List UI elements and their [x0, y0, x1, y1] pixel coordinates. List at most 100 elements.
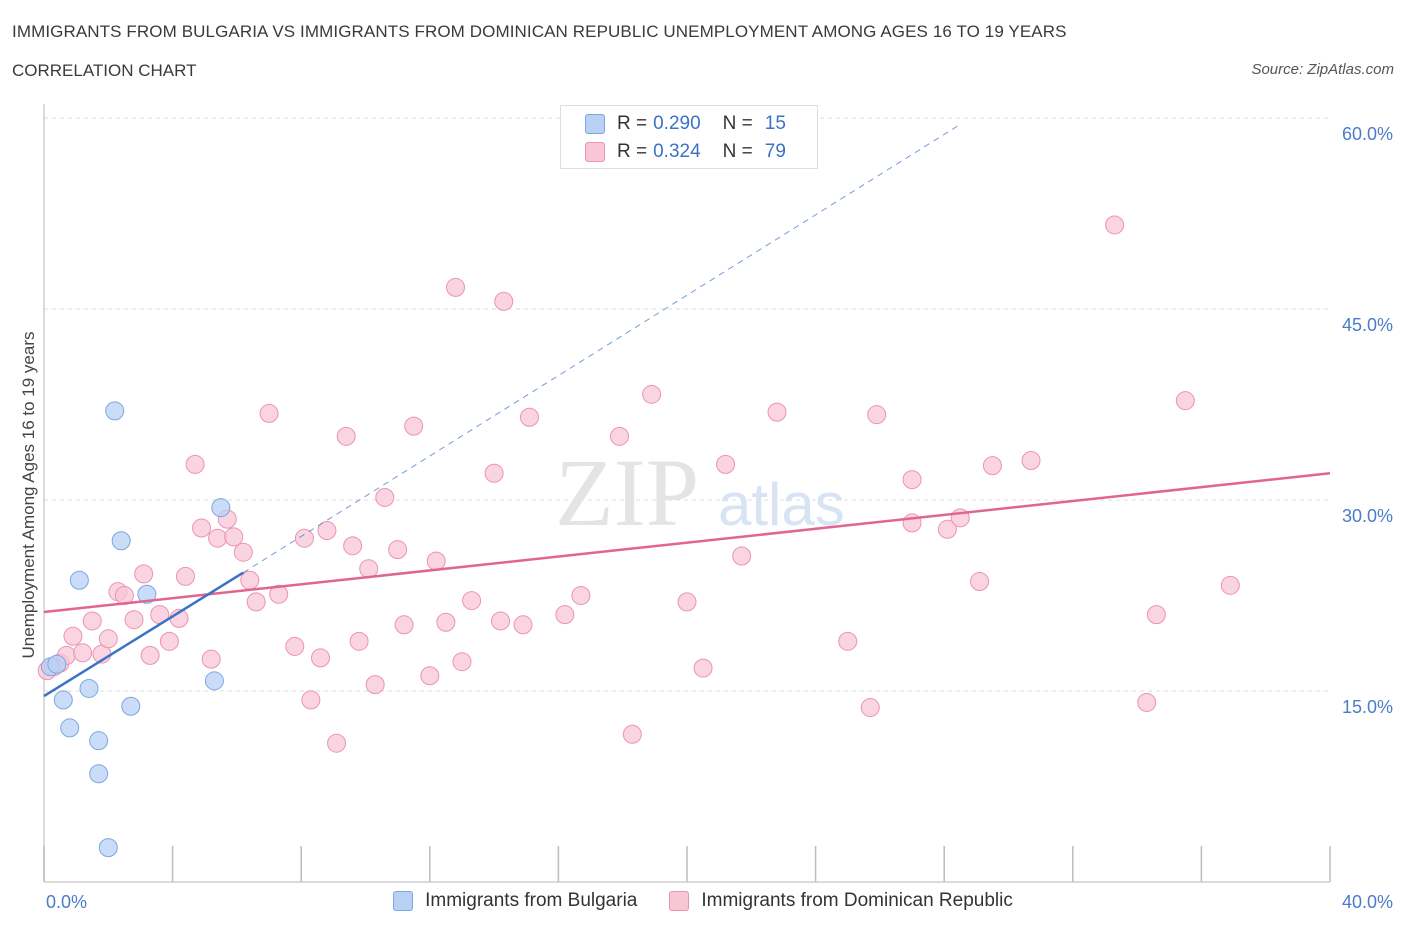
- dominican-point: [201, 649, 221, 669]
- dominican-point: [404, 416, 424, 436]
- dominican-point: [192, 518, 212, 538]
- y-tick-label: 45.0%: [1342, 315, 1393, 335]
- dominican-point: [1146, 605, 1166, 625]
- dominican-point: [491, 611, 511, 631]
- bulgaria-points: [40, 401, 231, 858]
- dominican-point: [259, 403, 279, 423]
- bulgaria-point: [111, 531, 131, 551]
- series-label-bulgaria: Immigrants from Bulgaria: [425, 890, 638, 911]
- dominican-point: [519, 407, 539, 427]
- series-legend: Immigrants from Bulgaria Immigrants from…: [0, 890, 1406, 912]
- bulgaria-point: [79, 678, 99, 698]
- dominican-point: [73, 643, 93, 663]
- dominican-point: [642, 384, 662, 404]
- dominican-point: [349, 631, 369, 651]
- legend-row-dominican: R = 0.324 N = 79: [585, 139, 786, 165]
- dominican-point: [982, 456, 1002, 476]
- x-tick-label: 40.0%: [1342, 892, 1393, 912]
- chart-subtitle: CORRELATION CHART: [12, 61, 197, 80]
- x-tick-labels: 0.0% 40.0%: [46, 892, 1393, 912]
- dominican-point: [767, 402, 787, 422]
- series-legend-bulgaria: Immigrants from Bulgaria: [393, 890, 637, 912]
- series-label-dominican: Immigrants from Dominican Republic: [701, 890, 1013, 911]
- legend-swatch-dominican: [585, 142, 605, 162]
- dominican-point: [494, 291, 514, 311]
- dominican-point: [716, 454, 736, 474]
- dominican-point: [294, 528, 314, 548]
- y-tick-labels: 15.0% 30.0% 45.0% 60.0%: [1342, 124, 1393, 717]
- bulgaria-point: [60, 718, 80, 738]
- bulgaria-point: [89, 731, 109, 751]
- bulgaria-trend-extension: [243, 123, 961, 574]
- y-tick-label: 15.0%: [1342, 697, 1393, 717]
- dominican-point: [359, 559, 379, 579]
- legend-r-label: R =: [617, 113, 648, 134]
- dominican-point: [233, 542, 253, 562]
- dominican-points: [37, 215, 1240, 753]
- legend-row-bulgaria: R = 0.290 N = 15: [585, 111, 786, 137]
- legend-r-value: 0.324: [653, 141, 701, 162]
- series-legend-dominican: Immigrants from Dominican Republic: [669, 890, 1013, 912]
- y-axis-label: Unemployment Among Ages 16 to 19 years: [19, 332, 38, 659]
- dominican-point: [301, 690, 321, 710]
- dominican-point: [838, 631, 858, 651]
- bulgaria-point: [69, 570, 89, 590]
- dominican-point: [63, 626, 83, 646]
- dominican-point: [937, 519, 957, 539]
- dominican-point: [365, 675, 385, 695]
- dominican-point: [1021, 451, 1041, 471]
- dominican-point: [343, 536, 363, 556]
- dominican-point: [375, 487, 395, 507]
- dominican-point: [269, 584, 289, 604]
- bulgaria-point: [204, 671, 224, 691]
- bulgaria-point: [47, 654, 67, 674]
- dominican-point: [285, 636, 305, 656]
- dominican-point: [185, 454, 205, 474]
- legend-n-value: 15: [764, 113, 786, 134]
- bulgaria-trend-line: [43, 571, 244, 698]
- bulgaria-point: [105, 401, 125, 421]
- dominican-trend-line: [43, 472, 1331, 614]
- dominican-point: [246, 592, 266, 612]
- dominican-point: [867, 405, 887, 425]
- legend-r-label: R =: [617, 141, 648, 162]
- dominican-point: [426, 551, 446, 571]
- dominican-point: [159, 631, 179, 651]
- x-tick-label: 0.0%: [46, 892, 87, 912]
- dominican-point: [1175, 391, 1195, 411]
- dominican-point: [446, 277, 466, 297]
- source-label: Source: ZipAtlas.com: [1251, 61, 1394, 78]
- legend-swatch-bulgaria: [585, 114, 605, 134]
- dominican-point: [175, 566, 195, 586]
- dominican-point: [224, 527, 244, 547]
- dominican-point: [622, 724, 642, 744]
- dominican-point: [394, 615, 414, 635]
- dominican-point: [1137, 692, 1157, 712]
- legend-n-value: 79: [764, 141, 786, 162]
- dominican-point: [555, 605, 575, 625]
- correlation-legend: R = 0.290 N = 15 R = 0.324 N = 79: [560, 105, 818, 169]
- dominican-point: [677, 592, 697, 612]
- dominican-point: [327, 733, 347, 753]
- dominican-point: [140, 645, 160, 665]
- series-swatch-dominican: [669, 891, 690, 911]
- dominican-point: [388, 540, 408, 560]
- dominican-point: [420, 666, 440, 686]
- legend-n-label: N =: [722, 141, 753, 162]
- dominican-point: [124, 610, 144, 630]
- y-tick-label: 30.0%: [1342, 506, 1393, 526]
- dominican-point: [970, 571, 990, 591]
- dominican-point: [860, 698, 880, 718]
- bulgaria-point: [211, 498, 231, 518]
- dominican-point: [484, 463, 504, 483]
- dominican-point: [462, 591, 482, 611]
- dominican-point: [82, 611, 102, 631]
- series-swatch-bulgaria: [393, 891, 414, 911]
- dominican-point: [1220, 575, 1240, 595]
- dominican-point: [609, 426, 629, 446]
- dominican-point: [513, 615, 533, 635]
- bulgaria-point: [53, 690, 73, 710]
- dominican-point: [452, 652, 472, 672]
- bulgaria-point: [137, 584, 157, 604]
